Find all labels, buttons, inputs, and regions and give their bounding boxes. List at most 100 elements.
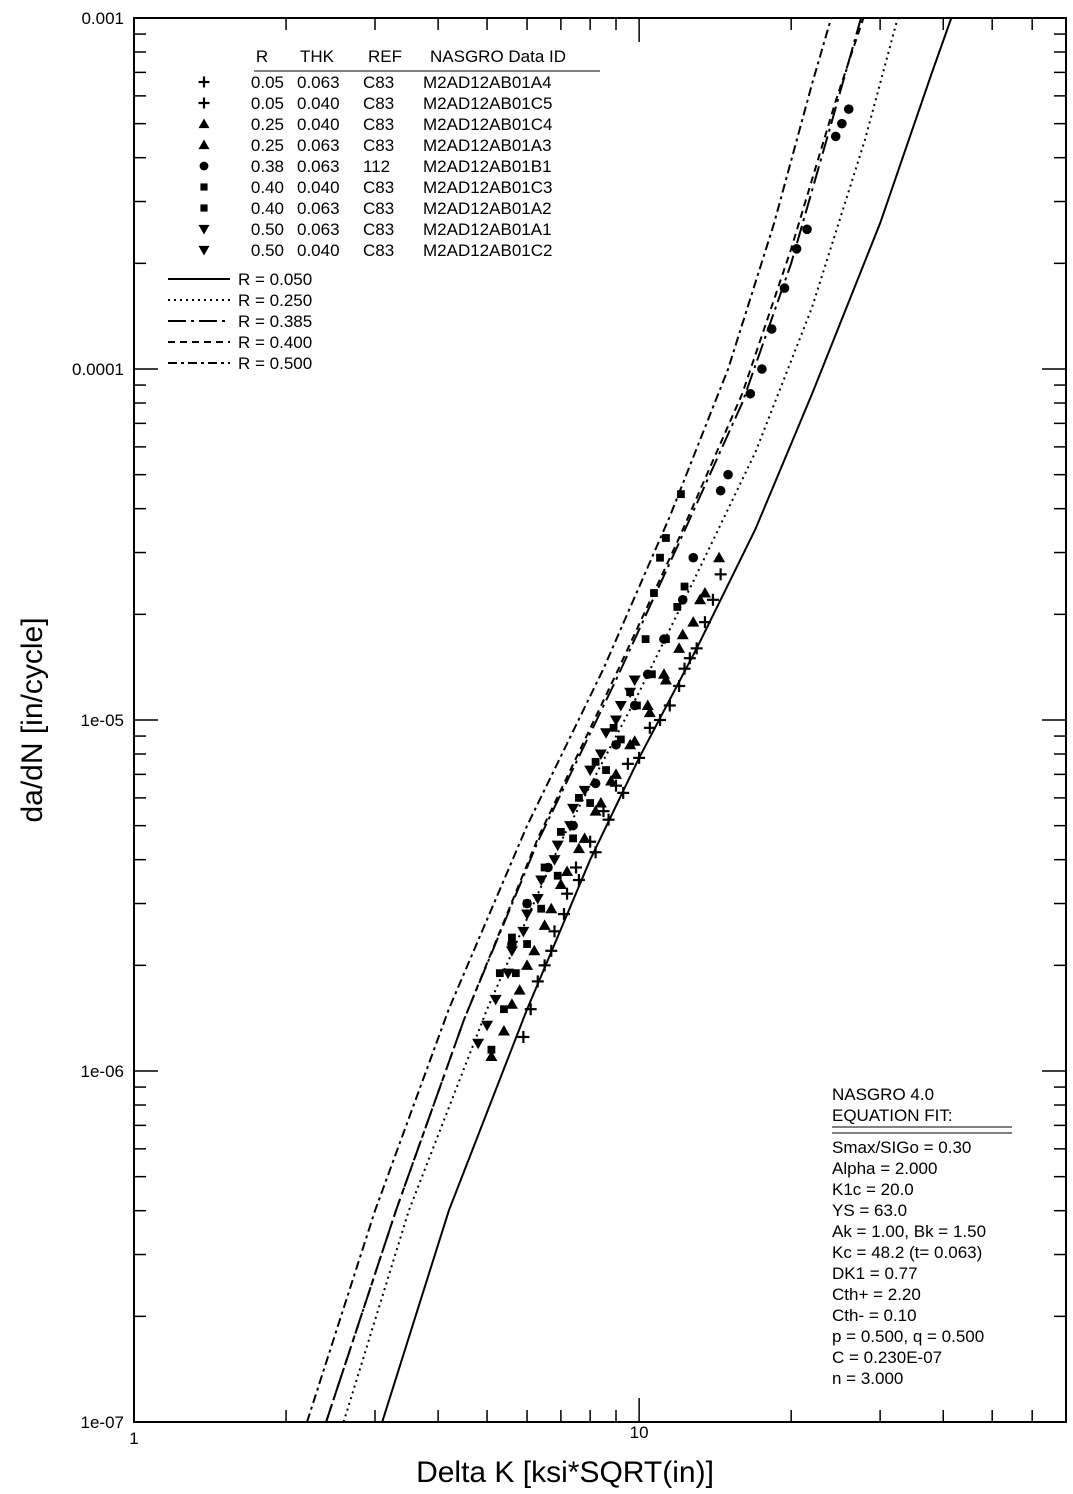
data-point-square <box>633 701 641 710</box>
data-point-triangle-up <box>657 668 670 679</box>
x-axis-label: Delta K [ksi*SQRT(in)] <box>416 1456 714 1489</box>
data-point-plus <box>602 813 615 826</box>
legend-cell-ref: C83 <box>363 178 394 197</box>
legend-header: R <box>256 47 268 66</box>
data-point-square <box>508 933 516 942</box>
data-point-triangle-up <box>513 984 526 995</box>
fit-heading: NASGRO 4.0 <box>832 1085 934 1104</box>
fit-param: n = 3.000 <box>832 1369 903 1388</box>
legend-curve-label: R = 0.050 <box>238 270 312 289</box>
data-point-triangle-down <box>614 700 627 712</box>
legend-curve-label: R = 0.500 <box>238 354 312 373</box>
data-point-circle <box>590 778 601 789</box>
data-point-circle <box>688 552 699 563</box>
data-point-square <box>677 490 685 499</box>
legend-curve-label: R = 0.385 <box>238 312 312 331</box>
data-point-triangle-up <box>687 616 700 627</box>
data-point-triangle-down <box>481 1020 494 1032</box>
data-point-triangle-up <box>698 587 711 598</box>
data-point-plus <box>698 616 711 629</box>
data-point-triangle-down <box>567 803 580 815</box>
data-point-plus <box>673 679 686 692</box>
legend-cell-r: 0.50 <box>251 241 284 260</box>
data-point-triangle-down <box>521 909 534 921</box>
fit-param: Ak = 1.00, Bk = 1.50 <box>832 1222 986 1241</box>
legend-marker-plus <box>198 76 210 88</box>
data-point-triangle-up <box>673 642 686 653</box>
data-point-plus <box>538 959 551 972</box>
data-point-triangle-down <box>531 894 544 905</box>
data-point-square <box>680 582 689 591</box>
legend-cell-r: 0.25 <box>251 115 284 134</box>
legend-cell-thk: 0.040 <box>297 94 340 113</box>
legend-cell-thk: 0.063 <box>297 199 340 218</box>
legend-marker-square <box>200 204 208 212</box>
data-point-plus <box>531 975 544 988</box>
legend-cell-ref: 112 <box>363 157 390 176</box>
data-point-square <box>662 534 670 542</box>
data-point-square <box>511 969 520 978</box>
data-point-square <box>556 827 565 836</box>
data-point-triangle-down <box>548 855 561 866</box>
legend-cell-r: 0.05 <box>251 73 284 92</box>
y-axis-label: da/dN [in/cycle] <box>16 617 49 822</box>
legend-cell-ref: C83 <box>363 73 394 92</box>
legend-cell-id: M2AD12AB01C4 <box>423 115 552 134</box>
data-point-square <box>648 670 656 679</box>
data-point-plus <box>663 699 676 712</box>
legend-marker-plus <box>198 97 210 109</box>
data-point-square <box>609 723 618 732</box>
data-point-square <box>641 635 650 644</box>
legend-header: NASGRO Data ID <box>430 47 566 66</box>
legend-cell-r: 0.40 <box>251 199 284 218</box>
data-point-circle <box>715 485 726 496</box>
legend-marker-triangle-up <box>198 139 210 150</box>
data-point-triangle-down <box>628 675 641 687</box>
data-point-plus <box>683 652 696 665</box>
legend-marker-circle <box>199 161 209 171</box>
data-point-circle <box>677 595 688 605</box>
data-point-square <box>500 1005 508 1014</box>
fit-param: Cth- = 0.10 <box>832 1306 917 1325</box>
legend-cell-thk: 0.040 <box>297 178 340 197</box>
legend-cell-thk: 0.063 <box>297 136 340 155</box>
legend-cell-ref: C83 <box>363 241 394 260</box>
y-tick-label: 1e-05 <box>81 711 124 730</box>
data-point-square <box>487 1045 496 1054</box>
y-tick-label: 1e-07 <box>81 1413 124 1432</box>
legend-cell-thk: 0.063 <box>297 157 340 176</box>
data-point-plus <box>643 721 656 734</box>
legend-cell-id: M2AD12AB01A4 <box>423 73 552 92</box>
axis-ticks <box>133 17 1067 1423</box>
data-point-circle <box>757 364 767 374</box>
legend-curve-label: R = 0.250 <box>238 291 312 310</box>
fit-heading: EQUATION FIT: <box>832 1106 953 1125</box>
data-point-triangle-up <box>497 1025 510 1036</box>
legend-cell-ref: C83 <box>363 199 394 218</box>
data-point-circle <box>830 131 841 142</box>
legend-marker-triangle-up <box>198 118 210 129</box>
legend-cell-id: M2AD12AB01A3 <box>423 136 552 155</box>
data-point-triangle-up <box>659 674 672 685</box>
legend-cell-r: 0.25 <box>251 136 284 155</box>
data-point-triangle-up <box>643 706 656 718</box>
data-point-triangle-up <box>554 878 567 889</box>
legend-cell-thk: 0.063 <box>297 73 340 92</box>
x-tick-label: 10 <box>630 1423 649 1442</box>
data-point-square <box>662 635 670 644</box>
legend-cell-r: 0.40 <box>251 178 284 197</box>
data-point-plus <box>524 1003 537 1016</box>
data-point-plus <box>548 925 561 938</box>
legend-cell-id: M2AD12AB01A2 <box>423 199 552 218</box>
y-tick-label: 0.0001 <box>72 360 124 379</box>
data-point-triangle-down <box>472 1038 485 1050</box>
data-point-plus <box>557 908 570 921</box>
fit-param: Alpha = 2.000 <box>832 1159 937 1178</box>
equation-fit-box: NASGRO 4.0 EQUATION FIT: Smax/SIGo = 0.30 A… <box>832 1085 1012 1388</box>
data-point-circle <box>802 224 812 235</box>
data-point-square <box>523 940 531 948</box>
data-point-square <box>495 969 504 978</box>
data-point-square <box>650 589 658 597</box>
data-point-plus <box>714 568 727 581</box>
